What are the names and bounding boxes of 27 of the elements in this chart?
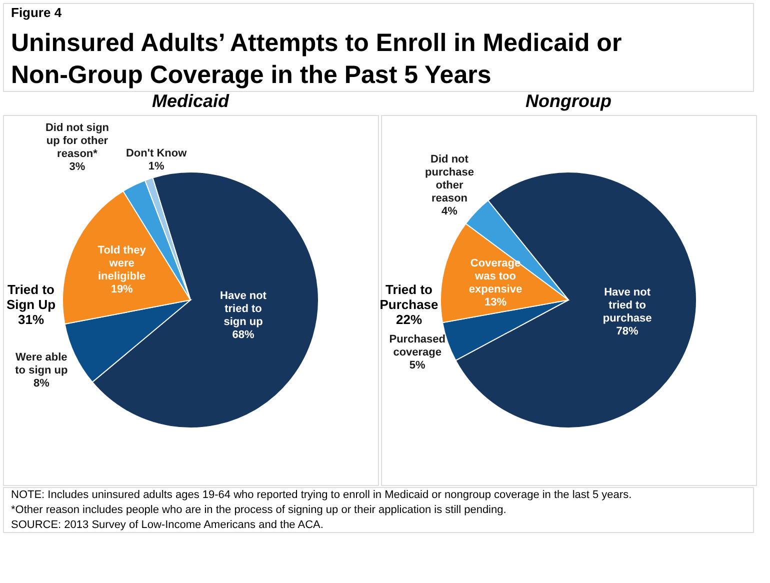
data-label: 3% (69, 161, 86, 174)
slice-label: Told they were ineligible (98, 244, 147, 282)
text: Tried to Purchase 22% (380, 282, 438, 327)
slice-label: Have not tried to purchase (602, 286, 652, 324)
source-note: SOURCE: 2013 Survey of Low-Income Americans and the ACA. (11, 519, 324, 531)
data-label: 19% (110, 283, 134, 296)
text: NOTE: Includes uninsured adults ages 19-64 who reported trying to enroll in Medicaid or nongroup coverage in the last 5 years. (11, 489, 632, 501)
data-label: 68% (232, 329, 254, 342)
slice-label: Did not purchase other reason (425, 154, 474, 205)
slice-label: Don't Know (126, 148, 188, 160)
slice-label: Coverage was too expensive (468, 257, 522, 296)
slice-label: Were able to sign up (15, 352, 68, 377)
text: Uninsured Adults’ Attempts to Enroll in Medicaid or Non-Group Coverage in the Past 5 Years (11, 29, 622, 89)
data-label: 8% (33, 378, 50, 390)
text: Tried to Sign Up 31% (6, 282, 56, 327)
data-label: 1% (148, 160, 164, 173)
caption: Figure 4 (11, 5, 62, 20)
slice-label: Purchased coverage (389, 334, 446, 359)
data-label: 5% (409, 360, 426, 372)
chart-title: Nongroup (526, 91, 612, 111)
slice-label: Did not sign up for other reason* (45, 122, 110, 160)
slice-label: Have not tried to sign up (220, 290, 267, 328)
data-label: 4% (442, 206, 458, 218)
chart-title: Medicaid (152, 91, 230, 111)
data-label: 78% (616, 325, 639, 338)
data-label: 13% (484, 296, 507, 308)
text: *Other reason includes people who are in the process of signing up or their application is still pending. (11, 504, 506, 516)
